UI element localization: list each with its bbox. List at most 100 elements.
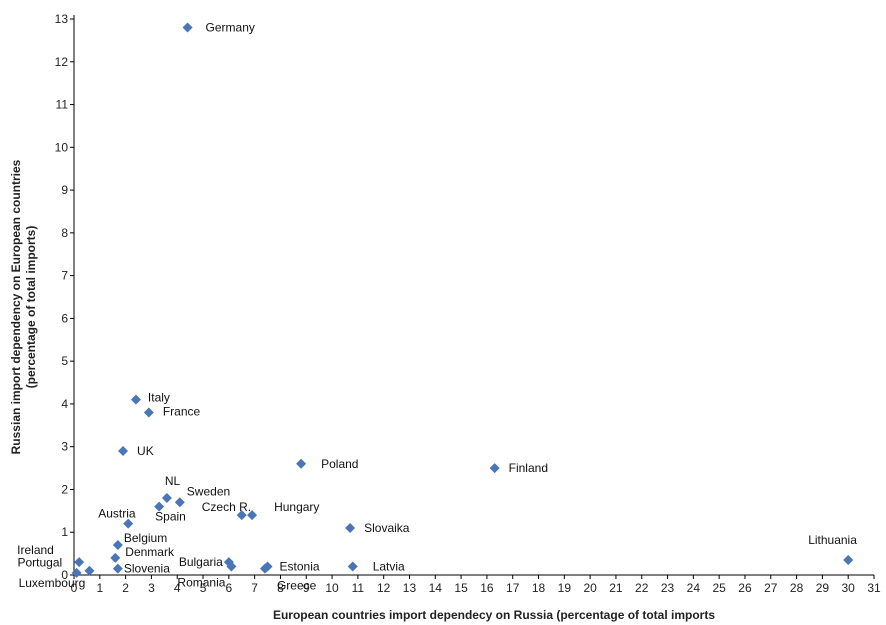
point-label: Czech R.: [202, 500, 251, 514]
x-tick-label: 8: [277, 581, 284, 595]
x-tick-label: 9: [303, 581, 310, 595]
data-point: [259, 563, 270, 574]
point-label: Spain: [155, 510, 186, 524]
data-point: [296, 458, 307, 469]
x-axis-title: European countries import dependecy on R…: [273, 608, 715, 622]
x-tick-label: 5: [200, 581, 207, 595]
y-tick-label: 8: [61, 226, 68, 240]
x-tick-label: 23: [661, 581, 675, 595]
data-point: [154, 501, 165, 512]
point-label: Greece: [277, 579, 317, 593]
point-label: Estonia: [280, 559, 320, 573]
y-axis-title: Russian import dependency on European co…: [9, 159, 38, 454]
y-tick-label: 5: [61, 354, 68, 368]
point-label: Hungary: [274, 500, 319, 514]
data-point: [345, 522, 356, 533]
x-tick-label: 28: [790, 581, 804, 595]
x-tick-label: 17: [506, 581, 520, 595]
x-tick-label: 14: [429, 581, 443, 595]
data-point: [84, 565, 95, 576]
y-tick-label: 10: [55, 140, 69, 154]
x-tick-label: 6: [225, 581, 232, 595]
x-tick-label: 18: [532, 581, 546, 595]
y-tick-label: 4: [61, 397, 68, 411]
y-tick-label: 2: [61, 482, 68, 496]
data-points: [71, 22, 854, 578]
data-point: [247, 510, 258, 521]
x-tick-label: 3: [148, 581, 155, 595]
x-tick-label: 16: [480, 581, 494, 595]
point-label: UK: [137, 444, 154, 458]
x-tick-label: 21: [609, 581, 623, 595]
x-tick-label: 25: [712, 581, 726, 595]
point-label: Luxembourg: [19, 576, 86, 590]
point-label: Finland: [509, 461, 548, 475]
point-label: Slovenia: [124, 562, 170, 576]
x-tick-label: 4: [174, 581, 181, 595]
data-point: [843, 555, 854, 566]
x-tick-label: 22: [635, 581, 649, 595]
y-axis-title-line: (percentage of total imports): [24, 226, 38, 389]
data-point: [174, 497, 185, 508]
point-label: Romania: [177, 575, 225, 589]
x-tick-label: 31: [867, 581, 881, 595]
data-point: [112, 540, 123, 551]
data-point: [71, 567, 82, 578]
point-label: Sweden: [187, 484, 230, 498]
data-point: [130, 394, 141, 405]
data-point: [143, 407, 154, 418]
x-tick-label: 2: [122, 581, 129, 595]
x-tick-label: 12: [377, 581, 391, 595]
y-tick-label: 0: [61, 568, 68, 582]
x-tick-label: 27: [764, 581, 778, 595]
data-point: [112, 563, 123, 574]
x-tick-label: 11: [352, 581, 365, 595]
x-tick-label: 13: [403, 581, 417, 595]
y-tick-label: 6: [61, 311, 68, 325]
point-label: Austria: [98, 507, 136, 521]
point-label: Poland: [321, 457, 358, 471]
y-tick-label: 9: [61, 183, 68, 197]
data-point: [161, 493, 172, 504]
data-point: [226, 561, 237, 572]
data-point: [236, 510, 247, 521]
x-tick-label: 19: [558, 581, 572, 595]
y-tick-label: 3: [61, 440, 68, 454]
y-tick-label: 1: [61, 525, 68, 539]
y-tick-label: 12: [55, 55, 69, 69]
point-label: NL: [165, 474, 181, 488]
data-point: [110, 552, 121, 563]
point-label: Germany: [206, 21, 255, 35]
point-label: France: [163, 404, 201, 418]
x-tick-label: 7: [251, 581, 258, 595]
data-point: [489, 463, 500, 474]
x-tick-label: 10: [325, 581, 339, 595]
data-point: [74, 557, 85, 568]
x-tick-label: 29: [816, 581, 830, 595]
x-tick-label: 0: [71, 581, 78, 595]
x-tick-label: 24: [687, 581, 701, 595]
data-point: [347, 561, 358, 572]
y-tick-label: 7: [61, 269, 68, 283]
point-label: Italy: [148, 391, 170, 405]
x-tick-label: 20: [583, 581, 597, 595]
data-point: [118, 445, 129, 456]
x-tick-label: 26: [738, 581, 752, 595]
data-point: [123, 518, 134, 529]
y-axis-title-line: Russian import dependency on European co…: [9, 159, 23, 454]
x-tick-label: 15: [454, 581, 468, 595]
point-label: Ireland: [17, 543, 54, 557]
point-label: Portugal: [17, 556, 62, 570]
point-label: Latvia: [373, 559, 405, 573]
x-axis-ticks: 0 1 2 3 4 5 6 7 8 9 10 11 12 13 14 15 16 17 18 19 20 21 22 23 24…: [71, 575, 881, 595]
y-tick-label: 11: [56, 98, 69, 112]
point-label: Bulgaria: [179, 555, 223, 569]
point-label: Denmark: [125, 545, 175, 559]
point-label: Lithuania: [808, 533, 857, 547]
x-tick-label: 30: [842, 581, 856, 595]
x-tick-label: 1: [96, 581, 103, 595]
point-label: Belgium: [124, 531, 167, 545]
